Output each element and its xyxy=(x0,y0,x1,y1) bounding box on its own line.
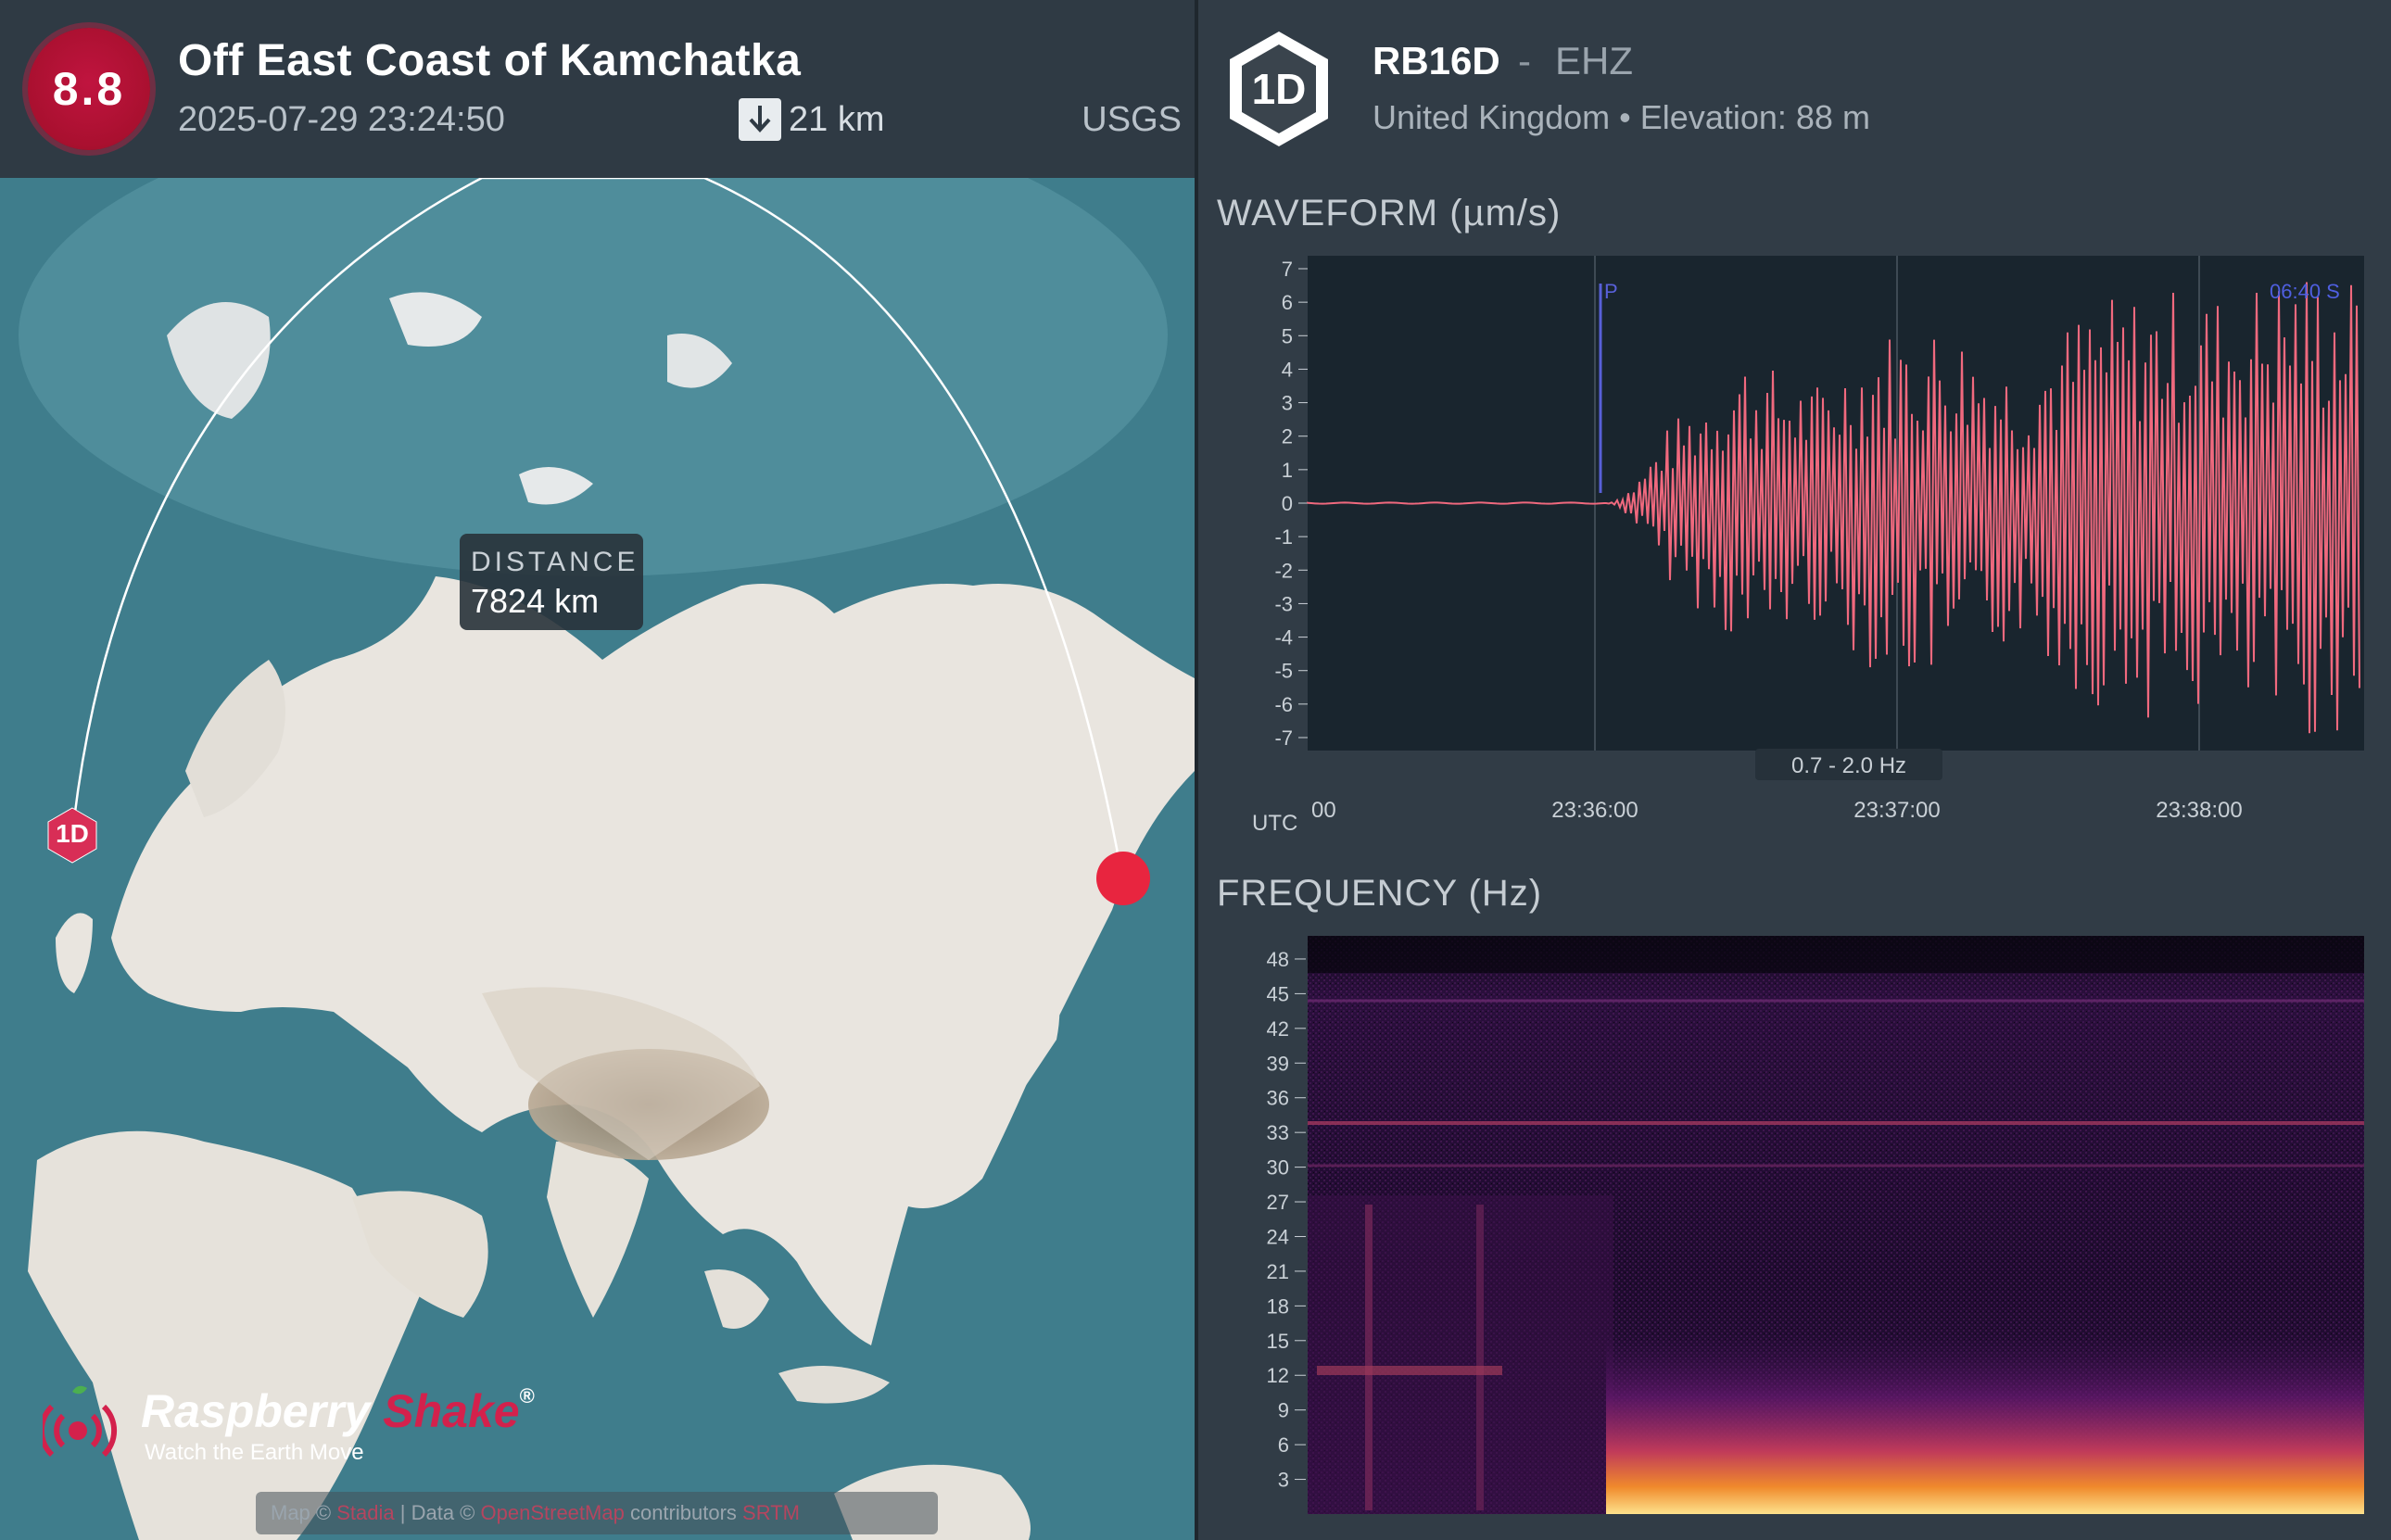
frequency-y-tick: 27 xyxy=(1267,1191,1289,1214)
map-attribution: Map © Stadia | Data © OpenStreetMap cont… xyxy=(256,1492,938,1534)
frequency-y-tick: 24 xyxy=(1267,1225,1289,1248)
attribution-stadia-link[interactable]: Stadia xyxy=(336,1501,395,1524)
magnitude-badge: 8.8 xyxy=(28,28,150,150)
station-hex-label: 1D xyxy=(1251,65,1307,113)
event-title[interactable]: Off East Coast of Kamchatka xyxy=(178,36,802,85)
frequency-y-tick: 30 xyxy=(1267,1156,1289,1180)
waveform-y-tick: -2 xyxy=(1274,559,1293,582)
waveform-y-tick: 3 xyxy=(1282,392,1293,415)
event-panel: 8.8 Off East Coast of Kamchatka 2025-07-… xyxy=(0,0,1195,1540)
raspberry-shake-logo[interactable]: Raspberry Shake® Watch the Earth Move xyxy=(43,1373,562,1475)
logo-name: Raspberry Shake® xyxy=(141,1384,535,1437)
station-panel: 1D RB16D - EHZ United Kingdom • Elevatio… xyxy=(1198,0,2391,1540)
station-bullet: • xyxy=(1619,98,1631,136)
epicenter-marker[interactable] xyxy=(1096,852,1150,905)
utc-label: UTC xyxy=(1252,811,1297,836)
station-marker[interactable] xyxy=(47,807,97,864)
attribution-srtm-link[interactable]: SRTM xyxy=(742,1501,800,1524)
waveform-y-tick: -4 xyxy=(1274,626,1293,650)
waveform-y-tick: 4 xyxy=(1282,358,1293,381)
waveform-x-tick: 23:36:00 xyxy=(1551,798,1638,823)
frequency-y-tick: 45 xyxy=(1267,982,1289,1005)
waveform-y-tick: 2 xyxy=(1282,425,1293,448)
waveform-x-tick: 23:38:00 xyxy=(2156,798,2242,823)
filter-label: 0.7 - 2.0 Hz xyxy=(1791,753,1906,778)
frequency-y-tick: 18 xyxy=(1267,1294,1289,1318)
waveform-y-tick: 1 xyxy=(1282,459,1293,482)
frequency-y-tick: 48 xyxy=(1267,948,1289,971)
panel-divider xyxy=(1195,0,1198,1540)
p-wave-label: P xyxy=(1604,280,1618,303)
event-source[interactable]: USGS xyxy=(1082,100,1182,139)
waveform-y-tick: -5 xyxy=(1274,660,1293,683)
distance-value: 7824 km xyxy=(471,582,600,620)
waveform-y-tick: -7 xyxy=(1274,726,1293,750)
waveform-y-tick: -1 xyxy=(1274,525,1293,549)
distance-tooltip: DISTANCE 7824 km xyxy=(460,534,643,630)
station-marker-label: 1D xyxy=(56,819,89,848)
station-code[interactable]: RB16D xyxy=(1373,39,1500,82)
frequency-y-tick: 33 xyxy=(1267,1121,1289,1144)
waveform-y-tick: -3 xyxy=(1274,592,1293,615)
frequency-y-tick: 36 xyxy=(1267,1087,1289,1110)
event-depth: 21 km xyxy=(739,98,884,141)
station-elevation: Elevation: 88 m xyxy=(1639,98,1870,136)
frequency-y-tick: 42 xyxy=(1267,1017,1289,1041)
station-channel: EHZ xyxy=(1555,39,1633,82)
raspberry-logo-icon xyxy=(43,1385,118,1458)
frequency-y-tick: 12 xyxy=(1267,1364,1289,1387)
event-datetime: 2025-07-29 23:24:50 xyxy=(178,100,505,139)
station-info: United Kingdom • Elevation: 88 m xyxy=(1373,98,1870,137)
waveform-y-tick: -6 xyxy=(1274,693,1293,716)
distance-label: DISTANCE xyxy=(471,547,639,577)
filter-label-bg xyxy=(1755,749,1942,780)
s-wave-label: 06:40 S xyxy=(2270,280,2340,303)
station-hex-badge[interactable]: 1D xyxy=(1224,28,1334,155)
spectrogram-energy-band xyxy=(1606,1334,2364,1514)
waveform-y-tick: 0 xyxy=(1282,492,1293,515)
station-separator: - xyxy=(1518,39,1531,82)
waveform-y-tick: 5 xyxy=(1282,324,1293,347)
logo-tagline: Watch the Earth Move xyxy=(145,1440,364,1465)
frequency-y-tick: 39 xyxy=(1267,1052,1289,1075)
waveform-chart[interactable]: 7 6 5 4 3 2 1 0 -1 -2 -3 -4 -5 -6 -7 00 23:36:00 23:37:0… xyxy=(1198,250,2391,843)
world-map[interactable]: 1D DISTANCE 7824 km Raspberry Shake® Wat… xyxy=(0,178,1195,1540)
frequency-y-tick: 15 xyxy=(1267,1330,1289,1353)
arrow-down-icon xyxy=(739,98,781,141)
frequency-title: FREQUENCY (Hz) xyxy=(1217,873,1543,914)
spectrogram-chart[interactable]: 48 45 42 39 36 33 30 27 24 21 18 15 12 9 6 3 xyxy=(1198,927,2391,1540)
waveform-y-tick: 6 xyxy=(1282,291,1293,314)
waveform-x-tick: 00 xyxy=(1311,798,1336,823)
waveform-y-tick: 7 xyxy=(1282,258,1293,281)
waveform-trace xyxy=(1307,282,2360,734)
frequency-y-tick: 6 xyxy=(1278,1433,1289,1457)
frequency-y-tick: 21 xyxy=(1267,1260,1289,1283)
frequency-y-tick: 9 xyxy=(1278,1399,1289,1422)
waveform-x-tick: 23:37:00 xyxy=(1853,798,1940,823)
waveform-title: WAVEFORM (µm/s) xyxy=(1217,193,1562,234)
frequency-y-tick: 3 xyxy=(1278,1469,1289,1492)
station-country: United Kingdom xyxy=(1373,98,1611,136)
depth-value: 21 km xyxy=(789,99,885,139)
attribution-osm-link[interactable]: OpenStreetMap xyxy=(480,1501,625,1524)
event-header: 8.8 Off East Coast of Kamchatka 2025-07-… xyxy=(0,0,1195,178)
